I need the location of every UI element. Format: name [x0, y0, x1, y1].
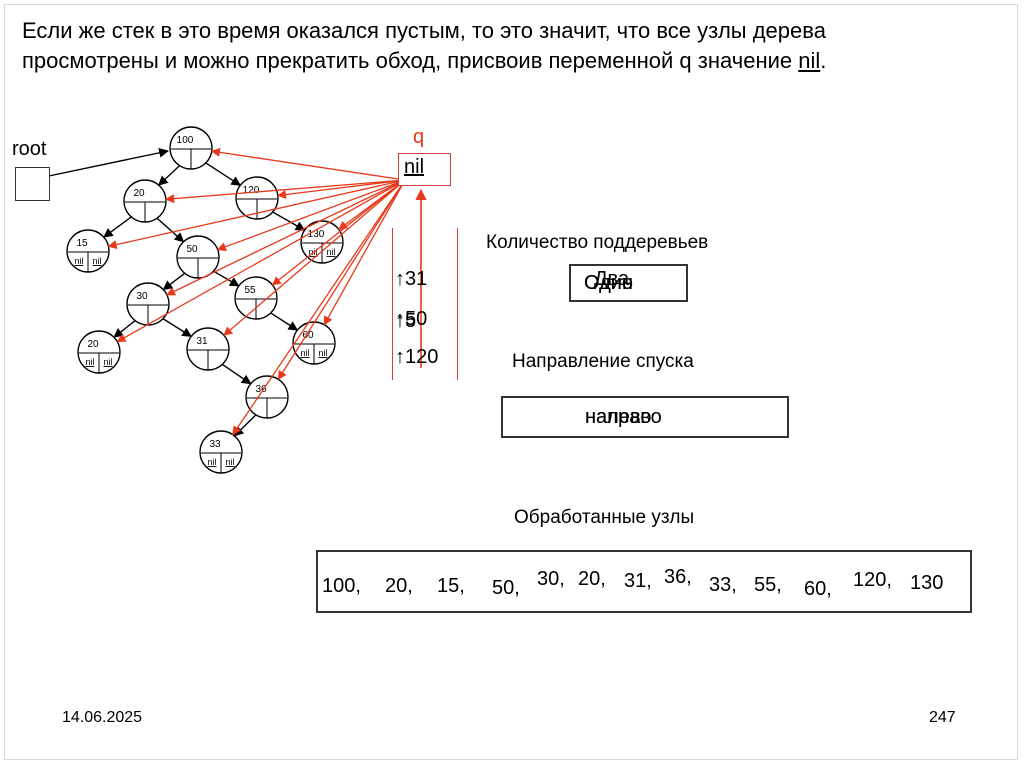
root-label: root — [12, 138, 47, 160]
slide-heading: Если же стек в это время оказался пустым… — [22, 16, 1007, 76]
node-value: 20 — [133, 188, 145, 199]
q-value: nil — [404, 156, 425, 178]
node-value: 15 — [76, 238, 88, 249]
processed-node-value: 30, — [537, 568, 565, 590]
processed-node-value: 36, — [664, 566, 692, 588]
tree-node: 36 — [245, 375, 289, 419]
node-value: 55 — [244, 285, 256, 296]
q-pointer-arrow — [165, 179, 406, 204]
node-value: 33 — [209, 439, 221, 450]
processed-node-value: 31, — [624, 570, 652, 592]
root-pointer-box — [15, 167, 50, 201]
node-value: 100 — [177, 135, 194, 146]
node-left-nil: nil — [300, 348, 309, 358]
node-right-nil: nil — [103, 357, 112, 367]
node-left-nil: nil — [74, 256, 83, 266]
q-pointer-arrow — [277, 179, 406, 381]
processed-node-value: 130 — [910, 572, 944, 594]
direction-value-1: налево — [585, 406, 652, 428]
subtrees-value-2: Два — [594, 268, 630, 290]
node-left-nil: nil — [207, 457, 216, 467]
tree-node: 55 — [234, 276, 278, 320]
q-pointer-arrow — [276, 179, 406, 199]
heading-line-2-text: просмотрены и можно прекратить обход, пр… — [22, 48, 799, 73]
heading-line-2: просмотрены и можно прекратить обход, пр… — [22, 46, 1007, 76]
tree-node: 20 — [123, 179, 167, 223]
node-right-nil: nil — [318, 348, 327, 358]
processed-label: Обработанные узлы — [514, 507, 695, 528]
node-right-nil: nil — [92, 256, 101, 266]
node-value: 20 — [87, 339, 99, 350]
node-value: 50 — [186, 244, 198, 255]
processed-node-value: 15, — [437, 575, 465, 597]
tree-node: 31 — [186, 327, 230, 371]
tree-node: 20 nil nil — [77, 330, 121, 374]
direction-value-2: направо — [585, 406, 662, 428]
stack-item-overlay: ↑5 — [395, 310, 417, 332]
footer-date: 14.06.2025 — [62, 709, 143, 726]
q-pointer-arrow — [323, 179, 406, 326]
q-pointer-arrow — [223, 179, 406, 336]
processed-node-value: 50, — [492, 577, 520, 599]
tree-node: 60 nil nil — [292, 321, 336, 365]
heading-line-1: Если же стек в это время оказался пустым… — [22, 18, 826, 43]
q-label: q — [413, 126, 425, 148]
node-value: 36 — [255, 384, 267, 395]
node-left-nil: nil — [85, 357, 94, 367]
stack-item-120: ↑120 — [395, 346, 439, 368]
subtrees-value-1: Один — [584, 272, 634, 294]
stack-item-50: ↑50 — [395, 308, 428, 330]
node-value: 30 — [136, 291, 148, 302]
tree-node: 30 — [126, 282, 170, 326]
processed-node-value: 60, — [804, 578, 832, 600]
q-pointer-arrow — [271, 179, 406, 286]
q-pointer-arrow — [166, 179, 406, 296]
tree-node: 50 — [176, 235, 220, 279]
slide-frame — [4, 4, 1018, 760]
processed-node-value: 55, — [754, 574, 782, 596]
processed-node-value: 100, — [322, 575, 361, 597]
subtrees-label: Количество поддеревьев — [486, 232, 709, 253]
processed-node-value: 20, — [578, 568, 606, 590]
q-pointer-arrow — [216, 179, 406, 252]
processed-box — [316, 550, 972, 613]
q-pointer-arrow — [210, 147, 406, 181]
node-value: 130 — [308, 229, 325, 240]
node-value: 60 — [302, 330, 314, 341]
subtrees-value-3: Одно — [584, 272, 633, 294]
direction-label: Направление спуска — [512, 351, 694, 372]
node-right-nil: nil — [326, 247, 335, 257]
footer-page-number: 247 — [929, 709, 956, 726]
node-value: 120 — [243, 185, 260, 196]
heading-line-2-end: . — [820, 48, 827, 73]
tree-node: 100 — [169, 126, 213, 170]
processed-node-value: 33, — [709, 574, 737, 596]
processed-node-value: 20, — [385, 575, 413, 597]
stack-frame — [392, 228, 458, 380]
heading-nil: nil — [798, 48, 821, 73]
q-pointer-box — [398, 153, 451, 186]
node-right-nil: nil — [225, 457, 234, 467]
subtrees-box — [569, 264, 688, 302]
root-pointer-arrow — [43, 148, 169, 178]
processed-node-value: 120, — [853, 569, 892, 591]
stack-item-31: ↑31 — [395, 268, 428, 290]
node-left-nil: nil — [308, 247, 317, 257]
node-value: 31 — [196, 336, 208, 347]
direction-box — [501, 396, 789, 438]
tree-node: 33 nil nil — [199, 430, 243, 474]
q-pointer-arrow — [116, 179, 406, 343]
q-pointer-arrow — [107, 179, 406, 250]
q-pointer-arrow — [232, 179, 406, 436]
tree-node: 15 nil nil — [66, 229, 110, 273]
